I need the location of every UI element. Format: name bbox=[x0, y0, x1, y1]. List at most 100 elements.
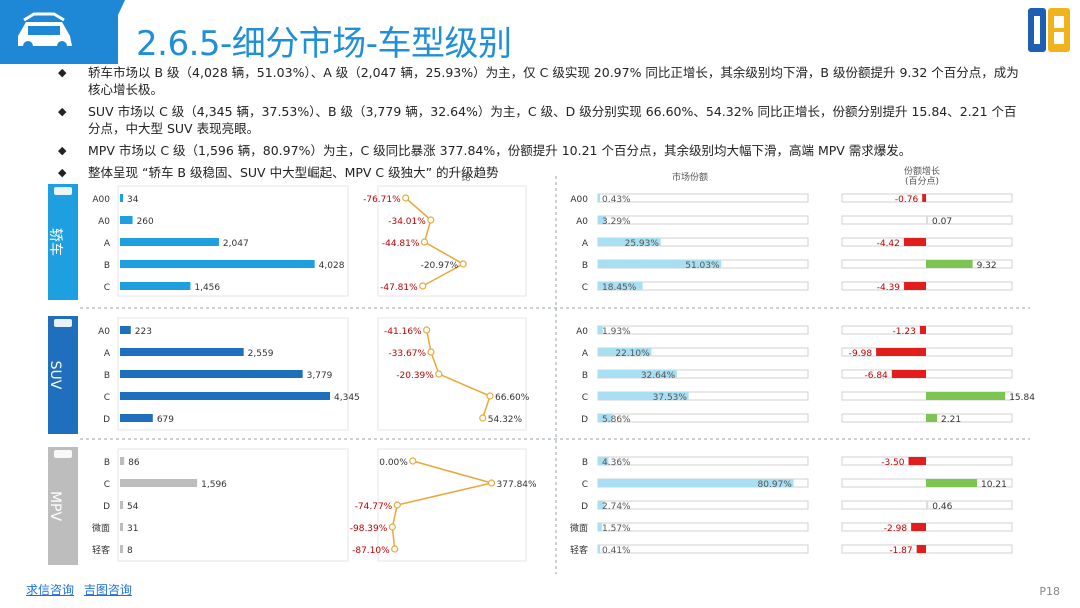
share-change-track bbox=[841, 281, 1013, 291]
share-label: 1.93% bbox=[602, 327, 631, 337]
share-change-bar bbox=[926, 414, 938, 422]
group-label: MPV bbox=[47, 491, 63, 522]
share-header: 市场份额 bbox=[672, 171, 708, 183]
share-bar bbox=[598, 457, 609, 465]
yoy-line bbox=[391, 460, 492, 550]
category-label: C bbox=[104, 393, 110, 403]
share-change-bar bbox=[903, 238, 926, 246]
category-label: 微面 bbox=[92, 522, 110, 534]
share-change-bar bbox=[876, 348, 926, 356]
share-bar bbox=[598, 501, 605, 509]
volume-label: 3,779 bbox=[307, 371, 333, 381]
category-label: 微面 bbox=[570, 522, 588, 534]
share-bar bbox=[598, 392, 689, 400]
segment-charts: 市场份额 份额增长 (百分点) 比轿车 A00 34 A00 0.43% -0.76 A0 260 A… bbox=[0, 166, 1080, 586]
diamond-icon: ◆ bbox=[58, 166, 67, 179]
share-bar bbox=[598, 370, 677, 378]
yoy-point bbox=[388, 523, 396, 531]
share-change-label: 10.21 bbox=[981, 480, 1007, 490]
share-change-bar bbox=[911, 523, 926, 531]
category-label: A0 bbox=[98, 327, 110, 337]
header-slant bbox=[95, 0, 125, 64]
share-change-label: -9.98 bbox=[849, 349, 873, 359]
page-title: 2.6.5-细分市场-车型级别 bbox=[136, 24, 512, 64]
yoy-label: -47.81% bbox=[380, 283, 418, 293]
group-label: SUV bbox=[47, 361, 63, 390]
share-change-label: -6.84 bbox=[865, 371, 889, 381]
category-label: B bbox=[104, 261, 110, 271]
category-label: A bbox=[104, 239, 111, 249]
share-change-label: -4.39 bbox=[877, 283, 901, 293]
share-change-bar bbox=[919, 326, 926, 334]
volume-label: 1,456 bbox=[194, 283, 220, 293]
diamond-icon: ◆ bbox=[58, 105, 67, 118]
share-change-bar bbox=[926, 479, 978, 487]
share-bar bbox=[598, 479, 794, 487]
category-label: A bbox=[104, 349, 111, 359]
share-change-label: 9.32 bbox=[977, 261, 997, 271]
volume-bar bbox=[120, 523, 123, 531]
volume-bar bbox=[120, 260, 315, 268]
share-label: 51.03% bbox=[685, 261, 720, 271]
category-label: B bbox=[582, 371, 588, 381]
volume-label: 8 bbox=[127, 546, 133, 556]
share-change-track bbox=[841, 347, 1013, 357]
footer-link-qiuxin[interactable]: 求信咨询 bbox=[26, 583, 75, 597]
footer-link-jitu[interactable]: 吉图咨询 bbox=[83, 583, 132, 597]
share-change-track bbox=[841, 369, 1013, 379]
share-change-header: (百分点) bbox=[905, 176, 939, 187]
share-label: 0.43% bbox=[602, 195, 631, 205]
share-change-track bbox=[841, 522, 1013, 532]
share-label: 1.57% bbox=[602, 524, 631, 534]
category-label: D bbox=[581, 502, 588, 512]
category-label: B bbox=[582, 261, 588, 271]
share-change-track bbox=[841, 325, 1013, 335]
bullet-text: 整体呈现 “轿车 B 级稳固、SUV 中大型崛起、MPV C 级独大” 的升级趋… bbox=[88, 165, 499, 180]
share-bar bbox=[598, 194, 600, 202]
share-change-label: -1.87 bbox=[889, 546, 912, 556]
share-change-track bbox=[841, 237, 1013, 247]
group-tab[interactable] bbox=[48, 184, 78, 300]
share-change-label: 0.07 bbox=[932, 217, 952, 227]
share-change-bar bbox=[926, 260, 973, 268]
volume-panel bbox=[117, 317, 349, 431]
yoy-point bbox=[487, 479, 496, 487]
volume-bar bbox=[120, 545, 123, 553]
category-label: A bbox=[582, 239, 589, 249]
share-bar bbox=[598, 326, 603, 334]
category-label: D bbox=[103, 415, 110, 425]
share-bar bbox=[598, 545, 600, 553]
volume-label: 4,345 bbox=[334, 393, 360, 403]
volume-panel bbox=[117, 185, 349, 297]
share-bar bbox=[598, 238, 661, 246]
share-bar bbox=[598, 216, 606, 224]
volume-bar bbox=[120, 414, 153, 422]
yoy-label: -44.81% bbox=[382, 239, 420, 249]
bullet-item: ◆ 轿车市场以 B 级（4,028 辆，51.03%）、A 级（2,047 辆，2… bbox=[58, 64, 1024, 98]
yoy-point bbox=[435, 370, 443, 378]
yoy-label: 54.32% bbox=[488, 415, 523, 425]
yoy-label: -20.39% bbox=[396, 371, 434, 381]
volume-bar bbox=[120, 194, 123, 202]
share-change-bar bbox=[916, 545, 926, 553]
share-change-label: -4.42 bbox=[877, 239, 900, 249]
share-change-label: 2.21 bbox=[941, 415, 961, 425]
group-tab[interactable] bbox=[48, 447, 78, 565]
yoy-label: -41.16% bbox=[384, 327, 422, 337]
share-change-bar bbox=[891, 370, 926, 378]
category-label: 轻客 bbox=[570, 544, 588, 556]
bullet-text: MPV 市场以 C 级（1,596 辆，80.97%）为主，C 级同比暴涨 37… bbox=[88, 143, 912, 158]
share-bar bbox=[598, 414, 613, 422]
bullet-item: ◆ SUV 市场以 C 级（4,345 辆，37.53%）、B 级（3,779 辆… bbox=[58, 103, 1024, 137]
bullet-text: 轿车市场以 B 级（4,028 辆，51.03%）、A 级（2,047 辆，25… bbox=[88, 65, 1019, 97]
share-change-label: 0.46 bbox=[932, 502, 952, 512]
group-tab[interactable] bbox=[48, 316, 78, 434]
yoy-label: -76.71% bbox=[363, 195, 401, 205]
share-label: 80.97% bbox=[758, 480, 793, 490]
volume-bar bbox=[120, 216, 133, 224]
share-bar bbox=[598, 282, 643, 290]
volume-label: 2,559 bbox=[248, 349, 274, 359]
footer-links: 求信咨询 吉图咨询 bbox=[26, 581, 138, 598]
category-label: A00 bbox=[570, 195, 588, 205]
volume-label: 31 bbox=[127, 524, 138, 534]
